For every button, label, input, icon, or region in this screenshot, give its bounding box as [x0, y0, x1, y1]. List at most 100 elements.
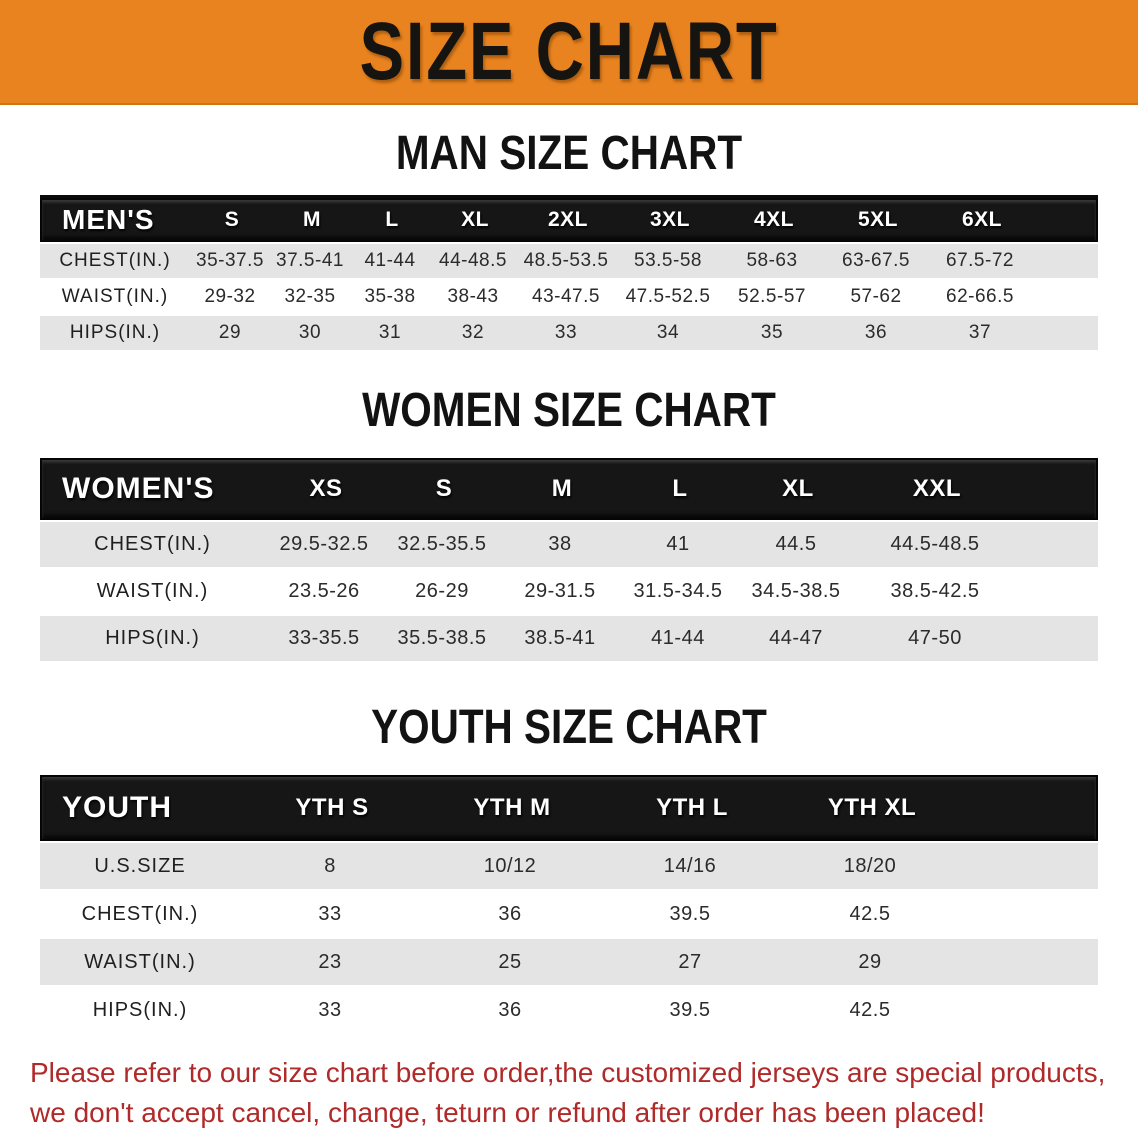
- row-label: HIPS(IN.): [105, 627, 200, 649]
- table-row: HIPS(IN.) 33-35.5 35.5-38.5 38.5-41 41-44 44-…: [40, 614, 1098, 661]
- size-value-cell: 33-35.5: [288, 627, 360, 649]
- size-value-cell: 57-62: [850, 286, 902, 307]
- men-size-table: MEN'S S M L XL 2XL 3XL 4XL 5XL 6XL CHEST(IN.) 35-3…: [40, 195, 1098, 350]
- column-header: XS: [309, 475, 343, 502]
- table-row: HIPS(IN.) 33 36 39.5 42.5: [40, 985, 1098, 1033]
- size-value-cell: 35.5-38.5: [397, 627, 487, 649]
- table-row: CHEST(IN.) 33 36 39.5 42.5: [40, 889, 1098, 937]
- size-value-cell: 29: [858, 950, 882, 973]
- size-value-cell: 32-35: [284, 286, 336, 307]
- size-value-cell: 26-29: [415, 580, 469, 602]
- size-value-cell: 31.5-34.5: [633, 580, 723, 602]
- size-value-cell: 43-47.5: [532, 286, 600, 307]
- size-value-cell: 39.5: [669, 998, 711, 1021]
- women-table-header-row: WOMEN'S XS S M L XL XXL: [40, 458, 1098, 520]
- column-header: YTH L: [656, 794, 728, 821]
- row-label: U.S.SIZE: [94, 854, 186, 877]
- size-value-cell: 35-37.5: [196, 250, 264, 271]
- column-header: S: [435, 475, 453, 502]
- row-label: WAIST(IN.): [96, 580, 209, 602]
- size-value-cell: 29-32: [204, 286, 256, 307]
- size-value-cell: 42.5: [849, 998, 891, 1021]
- row-label: CHEST(IN.): [81, 902, 199, 925]
- table-header-label: YOUTH: [62, 791, 172, 824]
- section-heading-women: WOMEN SIZE CHART: [362, 381, 776, 437]
- size-value-cell: 32: [461, 322, 485, 343]
- size-value-cell: 44.5-48.5: [890, 533, 980, 555]
- size-value-cell: 38: [548, 533, 572, 555]
- size-value-cell: 41-44: [364, 250, 416, 271]
- size-value-cell: 37.5-41: [276, 250, 344, 271]
- size-value-cell: 29-31.5: [524, 580, 596, 602]
- size-value-cell: 33: [318, 902, 342, 925]
- column-header: M: [551, 475, 573, 502]
- column-header: 2XL: [547, 208, 588, 231]
- row-label: WAIST(IN.): [61, 286, 169, 307]
- table-row: U.S.SIZE 8 10/12 14/16 18/20: [40, 841, 1098, 889]
- size-value-cell: 44.5: [775, 533, 817, 555]
- size-value-cell: 62-66.5: [946, 286, 1014, 307]
- women-size-table: WOMEN'S XS S M L XL XXL CHEST(IN.) 29.5-32.5 32.…: [40, 458, 1098, 661]
- column-header: YTH M: [473, 794, 551, 821]
- size-value-cell: 23: [318, 950, 342, 973]
- column-header: 6XL: [961, 208, 1002, 231]
- section-heading-man: MAN SIZE CHART: [395, 124, 743, 180]
- column-header: L: [385, 208, 399, 231]
- size-value-cell: 44-47: [769, 627, 823, 649]
- size-value-cell: 52.5-57: [738, 286, 806, 307]
- table-row: HIPS(IN.) 29 30 31 32 33 34 35 36 37: [40, 314, 1098, 350]
- size-value-cell: 38.5-41: [524, 627, 596, 649]
- size-value-cell: 41-44: [651, 627, 705, 649]
- row-label: HIPS(IN.): [69, 322, 161, 343]
- size-value-cell: 18/20: [843, 854, 897, 877]
- disclaimer-note: Please refer to our size chart before or…: [30, 1053, 1108, 1133]
- column-header: S: [224, 208, 240, 231]
- size-value-cell: 44-48.5: [439, 250, 507, 271]
- column-header: 4XL: [753, 208, 794, 231]
- size-value-cell: 34.5-38.5: [751, 580, 841, 602]
- size-value-cell: 37: [968, 322, 992, 343]
- table-row: WAIST(IN.) 23 25 27 29: [40, 937, 1098, 985]
- size-value-cell: 14/16: [663, 854, 717, 877]
- size-value-cell: 29.5-32.5: [279, 533, 369, 555]
- table-row: WAIST(IN.) 29-32 32-35 35-38 38-43 43-47.5 47.…: [40, 278, 1098, 314]
- table-row: CHEST(IN.) 29.5-32.5 32.5-35.5 38 41 44.5 44.5…: [40, 520, 1098, 567]
- row-label: CHEST(IN.): [94, 533, 211, 555]
- size-value-cell: 36: [864, 322, 888, 343]
- disclaimer-line-2: we don't accept cancel, change, teturn o…: [30, 1096, 985, 1128]
- size-value-cell: 48.5-53.5: [523, 250, 609, 271]
- column-header: L: [672, 475, 688, 502]
- table-row: CHEST(IN.) 35-37.5 37.5-41 41-44 44-48.5 48.5…: [40, 242, 1098, 278]
- size-value-cell: 63-67.5: [842, 250, 910, 271]
- size-value-cell: 39.5: [669, 902, 711, 925]
- size-value-cell: 25: [498, 950, 522, 973]
- size-value-cell: 27: [678, 950, 702, 973]
- size-value-cell: 67.5-72: [946, 250, 1014, 271]
- size-value-cell: 42.5: [849, 902, 891, 925]
- table-header-label: MEN'S: [62, 204, 155, 235]
- size-value-cell: 29: [218, 322, 242, 343]
- section-heading-youth: YOUTH SIZE CHART: [371, 698, 767, 754]
- row-label: WAIST(IN.): [84, 950, 196, 973]
- row-label: CHEST(IN.): [59, 250, 171, 271]
- column-header: YTH XL: [827, 794, 917, 821]
- column-header: 5XL: [857, 208, 898, 231]
- size-value-cell: 35: [760, 322, 784, 343]
- size-value-cell: 36: [498, 902, 522, 925]
- youth-size-table: YOUTH YTH S YTH M YTH L YTH XL U.S.SIZE 8 10/1…: [40, 775, 1098, 1033]
- size-value-cell: 58-63: [746, 250, 798, 271]
- size-value-cell: 36: [498, 998, 522, 1021]
- size-value-cell: 10/12: [483, 854, 537, 877]
- size-value-cell: 23.5-26: [288, 580, 360, 602]
- size-value-cell: 33: [318, 998, 342, 1021]
- men-table-header-row: MEN'S S M L XL 2XL 3XL 4XL 5XL 6XL: [40, 198, 1098, 242]
- size-value-cell: 35-38: [364, 286, 416, 307]
- column-header: XL: [461, 208, 489, 231]
- size-value-cell: 31: [378, 322, 402, 343]
- size-value-cell: 30: [298, 322, 322, 343]
- size-value-cell: 41: [666, 533, 690, 555]
- size-value-cell: 53.5-58: [634, 250, 702, 271]
- size-value-cell: 32.5-35.5: [397, 533, 487, 555]
- table-header-label: WOMEN'S: [62, 472, 215, 505]
